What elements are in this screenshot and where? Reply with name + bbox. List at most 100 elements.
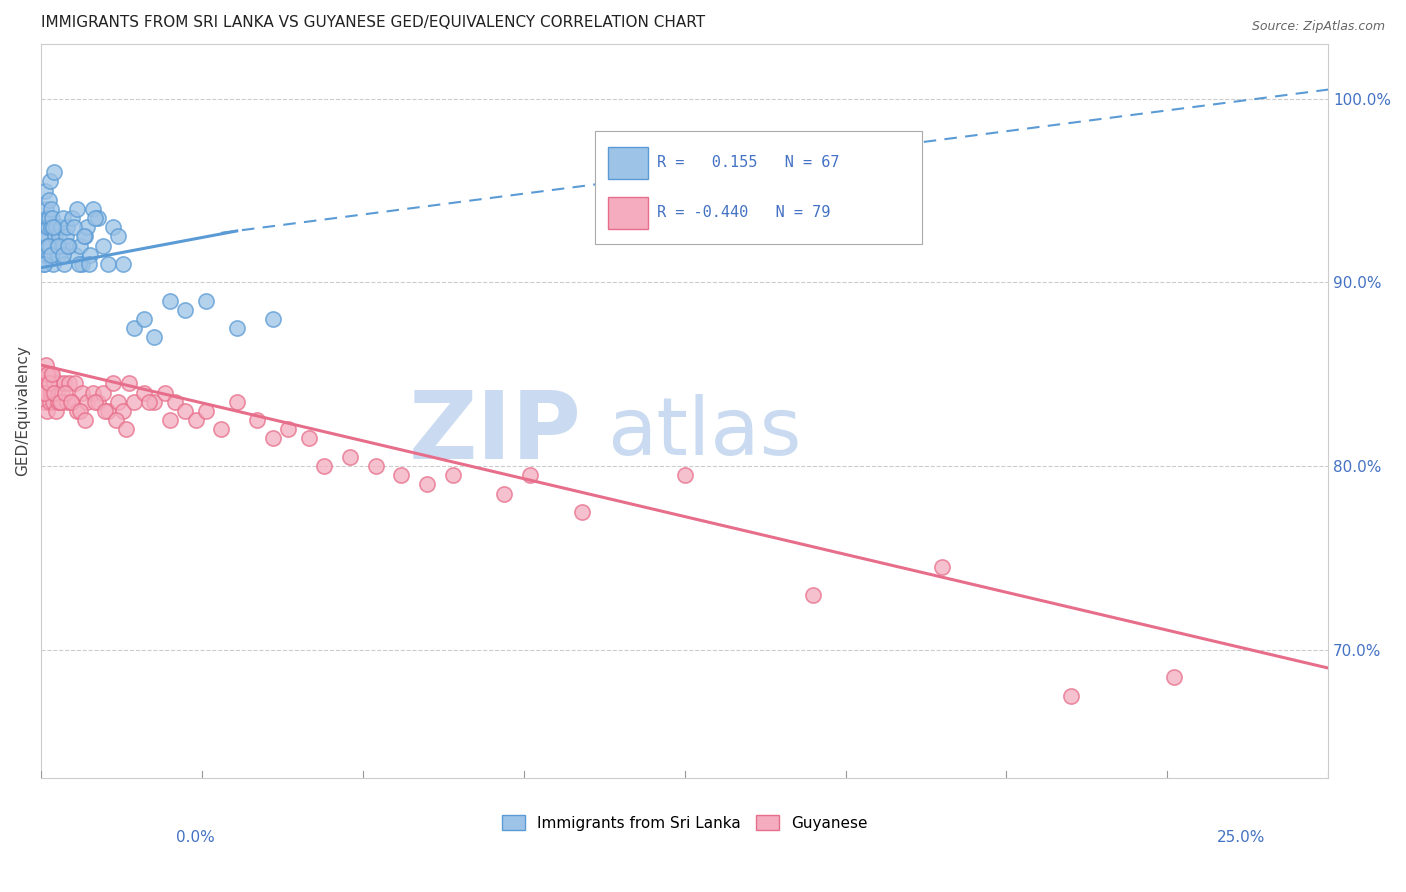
Point xyxy=(44,220,66,235)
Text: Source: ZipAtlas.com: Source: ZipAtlas.com xyxy=(1251,20,1385,33)
Point xyxy=(53,385,76,400)
Point xyxy=(132,312,155,326)
Point xyxy=(41,368,63,382)
Point xyxy=(97,257,120,271)
Point xyxy=(37,220,59,235)
Point xyxy=(52,211,75,226)
Point xyxy=(117,376,139,391)
Point xyxy=(48,229,70,244)
Point xyxy=(77,257,100,271)
Point xyxy=(1163,670,1185,684)
Point xyxy=(63,376,86,391)
Point xyxy=(58,376,80,391)
Point xyxy=(82,385,104,400)
Text: atlas: atlas xyxy=(607,394,801,472)
Point xyxy=(34,394,56,409)
Point xyxy=(63,248,86,262)
Point xyxy=(72,385,94,400)
Point xyxy=(84,394,107,409)
Point xyxy=(35,368,58,382)
Text: 25.0%: 25.0% xyxy=(1218,830,1265,845)
Point xyxy=(42,220,65,235)
Point xyxy=(42,385,65,400)
Point xyxy=(107,229,129,244)
Point xyxy=(262,432,284,446)
Point xyxy=(112,257,135,271)
Point xyxy=(76,220,98,235)
Point xyxy=(103,376,125,391)
Point xyxy=(46,394,69,409)
Point xyxy=(45,385,67,400)
Point xyxy=(58,238,80,252)
Point xyxy=(73,413,96,427)
Point xyxy=(55,229,77,244)
Point xyxy=(115,422,138,436)
Point xyxy=(49,394,72,409)
Point xyxy=(159,293,181,308)
Text: ZIP: ZIP xyxy=(409,387,582,479)
Point xyxy=(76,394,98,409)
Point xyxy=(60,211,83,226)
Point xyxy=(46,248,69,262)
Point xyxy=(153,385,176,400)
Point xyxy=(48,376,70,391)
Point xyxy=(122,394,145,409)
Point xyxy=(209,422,232,436)
Point xyxy=(38,174,60,188)
Point xyxy=(42,257,65,271)
Point xyxy=(44,229,66,244)
Point xyxy=(298,432,321,446)
Point xyxy=(67,257,90,271)
Point xyxy=(56,220,79,235)
Point xyxy=(163,394,186,409)
Point xyxy=(41,220,63,235)
Point xyxy=(51,385,73,400)
Point xyxy=(35,358,58,372)
Point xyxy=(194,404,217,418)
Point xyxy=(37,404,59,418)
Text: 0.0%: 0.0% xyxy=(176,830,215,845)
Point xyxy=(174,404,197,418)
Point xyxy=(32,376,55,391)
Text: R =   0.155   N = 67: R = 0.155 N = 67 xyxy=(658,155,839,170)
Point xyxy=(51,238,73,252)
Point xyxy=(73,229,96,244)
Point xyxy=(38,376,60,391)
Point xyxy=(35,202,58,216)
Point xyxy=(104,413,127,427)
Point xyxy=(41,368,63,382)
Point xyxy=(60,394,83,409)
Point xyxy=(97,404,120,418)
Point xyxy=(277,422,299,436)
Point xyxy=(41,211,63,226)
Point xyxy=(194,293,217,308)
Point xyxy=(225,394,247,409)
Point xyxy=(87,211,110,226)
Point xyxy=(38,193,60,207)
Point xyxy=(52,248,75,262)
Point xyxy=(56,394,79,409)
Point xyxy=(441,468,464,483)
Point xyxy=(82,202,104,216)
Point xyxy=(416,477,439,491)
Point xyxy=(84,211,107,226)
Point xyxy=(69,404,91,418)
Point xyxy=(262,312,284,326)
Point xyxy=(339,450,361,464)
Point xyxy=(132,385,155,400)
Point xyxy=(37,368,59,382)
Point xyxy=(519,468,541,483)
Point xyxy=(35,385,58,400)
Point xyxy=(801,588,824,602)
Point xyxy=(107,394,129,409)
Point xyxy=(49,220,72,235)
Point xyxy=(184,413,207,427)
Point xyxy=(673,468,696,483)
Point xyxy=(34,229,56,244)
Point xyxy=(174,302,197,317)
Point xyxy=(91,385,114,400)
Point xyxy=(35,229,58,244)
Point xyxy=(79,248,101,262)
Point xyxy=(138,394,160,409)
Point xyxy=(103,220,125,235)
